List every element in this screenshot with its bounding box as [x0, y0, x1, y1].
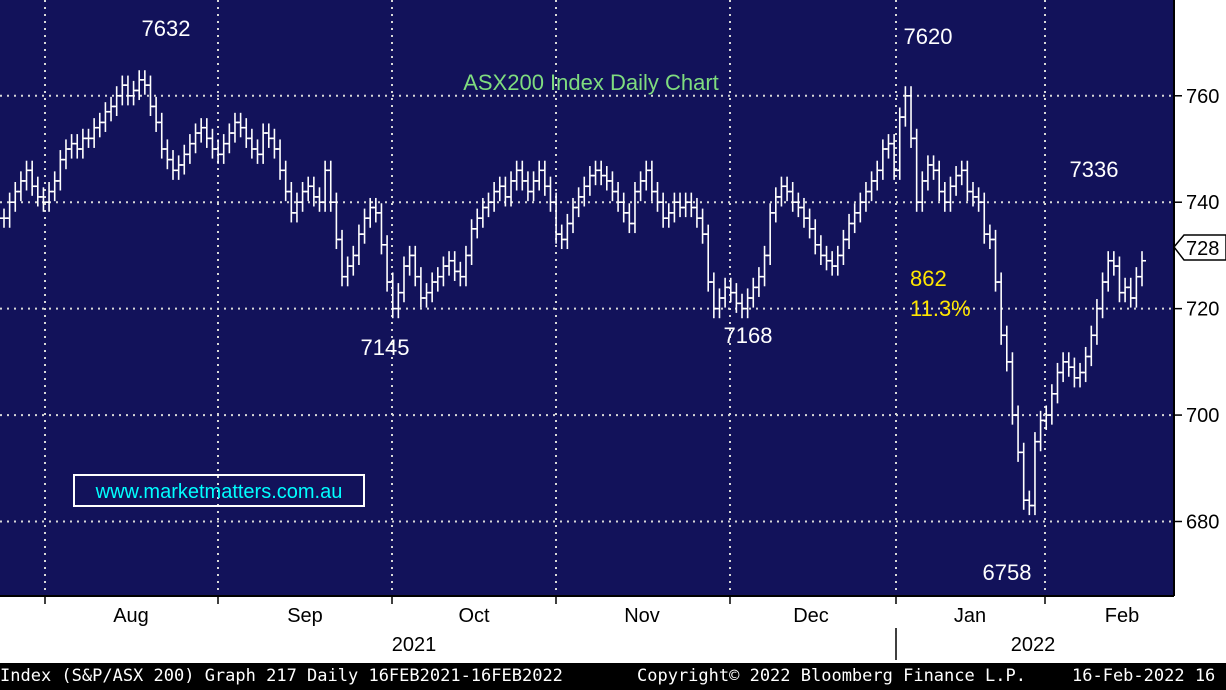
- chart-title: ASX200 Index Daily Chart: [463, 70, 719, 95]
- grid-lines: [0, 0, 1174, 596]
- watermark-box: [73, 474, 365, 507]
- annotation-low-jan: 6758: [983, 560, 1032, 585]
- footer-bar: Index (S&P/ASX 200) Graph 217 Daily 16FE…: [0, 663, 1226, 690]
- month-label: Aug: [113, 605, 149, 627]
- last-price-label: 728: [1186, 238, 1219, 260]
- y-axis: 680 700 720 740 760: [1173, 0, 1219, 596]
- footer-index-description: Index (S&P/ASX 200) Graph 217 Daily 16FE…: [0, 666, 563, 686]
- y-tick-label: 700: [1186, 405, 1219, 427]
- month-label: Jan: [954, 605, 986, 627]
- annotation-low-sep: 7145: [361, 335, 410, 360]
- xaxis-background: [0, 596, 1174, 663]
- footer-date: 16-Feb-2022 16: [1072, 666, 1216, 686]
- price-bars: [0, 70, 1146, 516]
- last-price-marker: [1173, 234, 1226, 261]
- footer-copyright: Copyright© 2022 Bloomberg Finance L.P.: [637, 666, 1026, 686]
- x-axis: Aug Sep Oct Nov Dec Jan Feb 2021 2022: [0, 595, 1174, 660]
- month-label: Feb: [1105, 605, 1139, 627]
- annotation-move-percent: 11.3%: [910, 296, 971, 321]
- annotation-low-nov: 7168: [724, 323, 773, 348]
- ohlc-bar: [1138, 251, 1146, 287]
- y-tick-label: 740: [1186, 192, 1219, 214]
- y-tick-label: 720: [1186, 299, 1219, 321]
- year-label: 2021: [392, 634, 437, 656]
- annotation-peak-jan: 7620: [904, 24, 953, 49]
- month-label: Oct: [458, 605, 490, 627]
- axis-background: [1174, 0, 1226, 663]
- month-label: Nov: [624, 605, 660, 627]
- watermark-text: www.marketmatters.com.au: [95, 481, 343, 503]
- month-label: Dec: [793, 605, 829, 627]
- month-label: Sep: [287, 605, 323, 627]
- annotation-rebound-feb: 7336: [1070, 157, 1119, 182]
- y-tick-label: 680: [1186, 512, 1219, 534]
- plot-background: [0, 0, 1174, 596]
- ohlc-chart: 680 700 720 740 760 Aug Sep Oct Nov Dec Jan Feb 202…: [0, 0, 1226, 663]
- annotation-move-points: 862: [910, 266, 947, 291]
- annotation-peak-aug: 7632: [142, 16, 191, 41]
- year-label: 2022: [1011, 634, 1056, 656]
- y-tick-label: 760: [1186, 86, 1219, 108]
